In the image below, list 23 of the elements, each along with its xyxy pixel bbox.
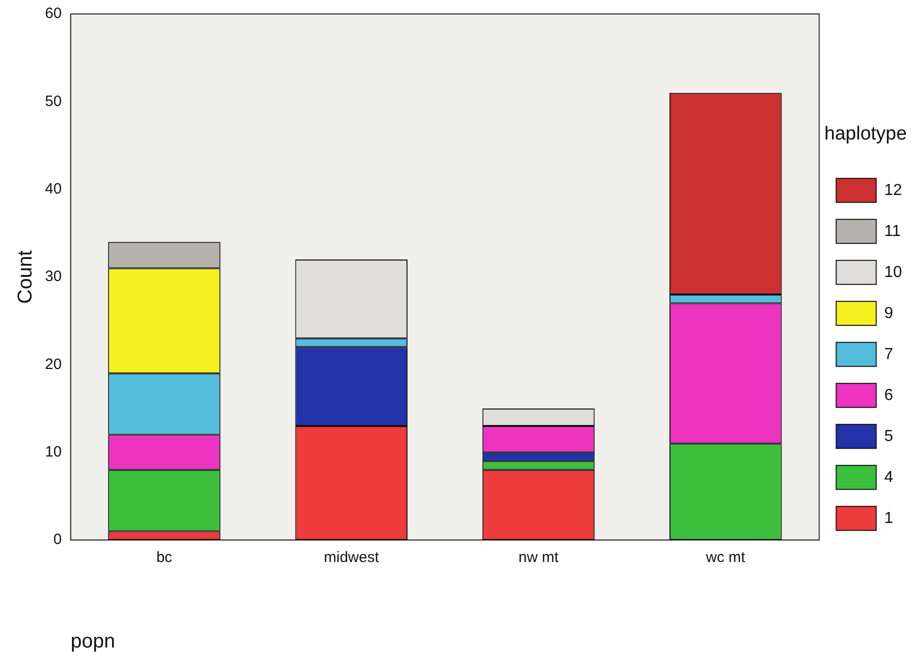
legend-label: 11 (884, 222, 901, 240)
y-tick-label: 50 (44, 92, 62, 110)
legend-label: 4 (884, 468, 894, 486)
y-tick-label: 60 (44, 5, 62, 22)
y-tick-label: 40 (44, 180, 62, 198)
y-tick-label: 10 (44, 443, 62, 460)
y-axis-title: Count (14, 250, 37, 304)
legend-label: 7 (884, 346, 894, 363)
x-tick-label: midwest (324, 549, 380, 566)
legend-label: 6 (884, 386, 894, 404)
x-axis-title: popn (70, 630, 116, 653)
legend-label: 12 (884, 182, 902, 199)
legend-label: 1 (884, 510, 894, 527)
legend-label: 5 (884, 428, 894, 445)
legend-title: haplotype (824, 123, 907, 144)
x-tick-label: bc (156, 549, 173, 566)
y-tick-label: 20 (44, 356, 62, 373)
x-tick-label: nw mt (518, 549, 560, 566)
x-tick-label: wc mt (705, 549, 746, 566)
y-tick-label: 0 (53, 531, 62, 548)
legend-label: 10 (884, 264, 902, 281)
legend-label: 9 (884, 304, 894, 322)
y-tick-label: 30 (44, 268, 62, 286)
